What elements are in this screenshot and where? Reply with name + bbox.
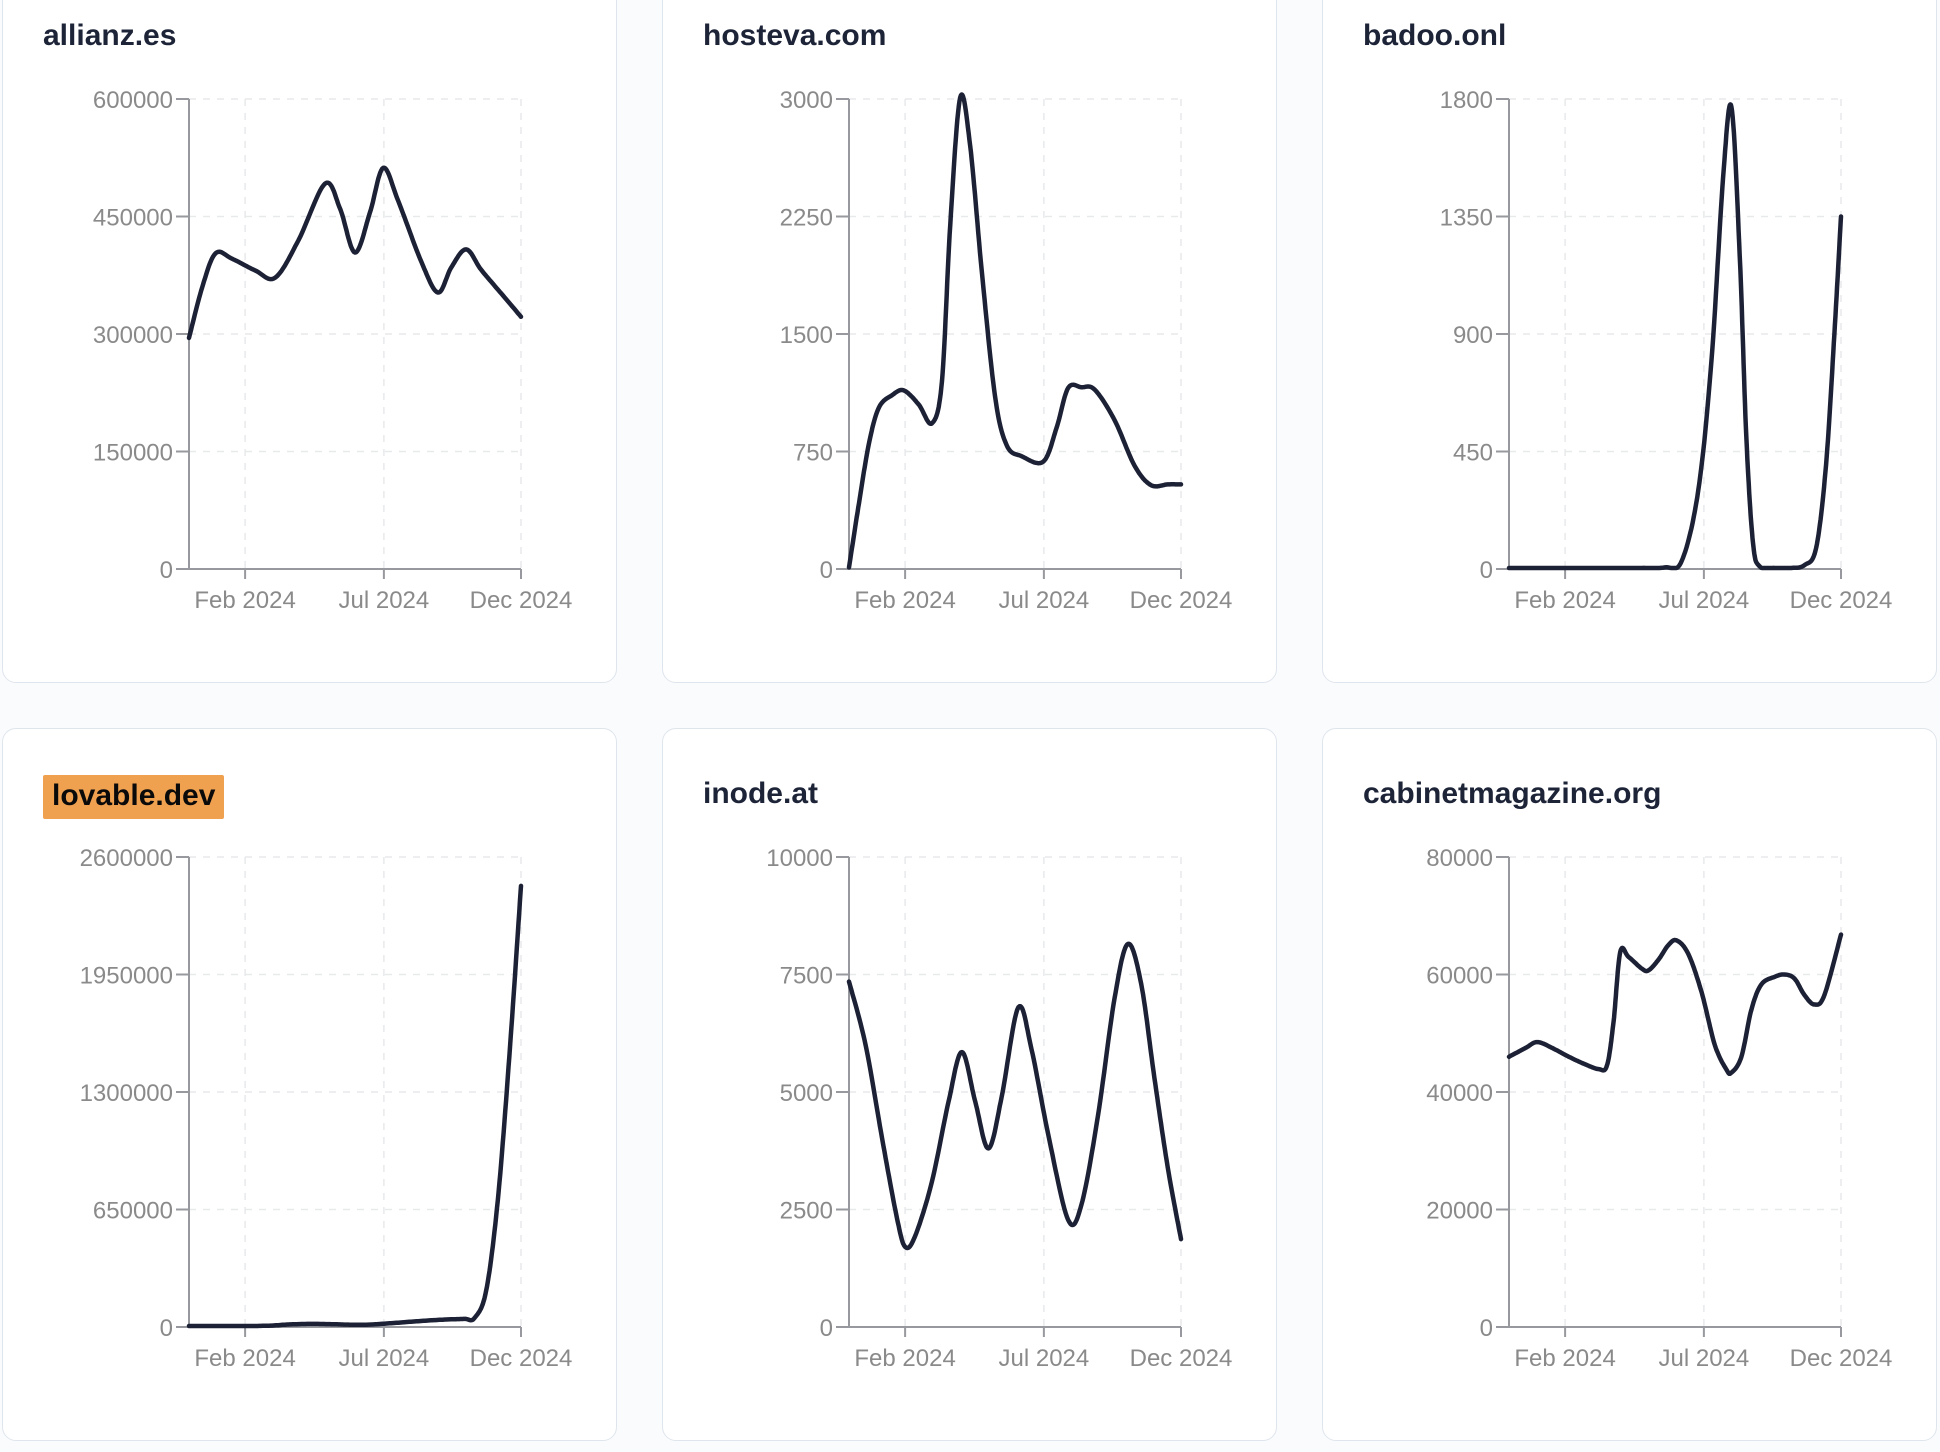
chart-card-hosteva-com: hosteva.com 0 750 1500 2250 3000 Feb 2024 Jul … bbox=[662, 0, 1277, 683]
y-tick-label: 600000 bbox=[93, 87, 173, 114]
y-tick-label: 20000 bbox=[1426, 1198, 1493, 1225]
y-tick-label: 2500 bbox=[780, 1198, 833, 1225]
y-tick-label: 300000 bbox=[93, 322, 173, 349]
y-tick-label: 450 bbox=[1453, 440, 1493, 467]
traffic-line-chart: 0 650000 1300000 1950000 2600000 Feb 2024 Jul … bbox=[80, 845, 573, 1372]
y-tick-label: 2250 bbox=[780, 205, 833, 232]
x-tick-label: Dec 2024 bbox=[1790, 587, 1893, 614]
chart-title: hosteva.com bbox=[703, 19, 887, 52]
y-tick-label: 1500 bbox=[780, 322, 833, 349]
trend-line bbox=[1506, 932, 1844, 1077]
x-tick-label: Jul 2024 bbox=[339, 587, 430, 614]
x-tick-label: Feb 2024 bbox=[1514, 587, 1615, 614]
y-tick-label: 0 bbox=[160, 557, 173, 584]
chart-title-highlighted: lovable.dev bbox=[43, 775, 225, 819]
x-tick-label: Jul 2024 bbox=[1659, 587, 1750, 614]
y-tick-label: 60000 bbox=[1426, 963, 1493, 990]
chart-title-row: badoo.onl bbox=[1363, 17, 1506, 55]
x-tick-label: Feb 2024 bbox=[854, 587, 955, 614]
x-tick-label: Feb 2024 bbox=[1514, 1345, 1615, 1372]
y-tick-label: 5000 bbox=[780, 1080, 833, 1107]
chart-title-row: allianz.es bbox=[43, 17, 176, 55]
chart-card-inode-at: inode.at 0 2500 5000 7500 10000 Feb 2024 Jul 2… bbox=[662, 728, 1277, 1441]
x-tick-label: Dec 2024 bbox=[470, 1345, 573, 1372]
traffic-line-chart: 0 450 900 1350 1800 Feb 2024 Jul 2024 Dec 2024 bbox=[1440, 87, 1893, 614]
y-tick-label: 2600000 bbox=[80, 845, 173, 872]
x-tick-label: Dec 2024 bbox=[470, 587, 573, 614]
chart-title-row: cabinetmagazine.org bbox=[1363, 775, 1661, 813]
y-tick-label: 0 bbox=[820, 557, 833, 584]
chart-title: cabinetmagazine.org bbox=[1363, 777, 1662, 810]
y-tick-label: 40000 bbox=[1426, 1080, 1493, 1107]
trend-line bbox=[186, 883, 524, 1329]
chart-title-row: inode.at bbox=[703, 775, 818, 813]
traffic-line-chart: 0 20000 40000 60000 80000 Feb 2024 Jul 2024 Dec… bbox=[1426, 845, 1893, 1372]
x-tick-label: Jul 2024 bbox=[1659, 1345, 1750, 1372]
chart-card-badoo-onl: badoo.onl 0 450 900 1350 1800 Feb 2024 Jul 202… bbox=[1322, 0, 1937, 683]
x-tick-label: Jul 2024 bbox=[339, 1345, 430, 1372]
trend-line bbox=[846, 941, 1184, 1251]
y-tick-label: 7500 bbox=[780, 963, 833, 990]
chart-card-cabinetmagazine-org: cabinetmagazine.org 0 20000 40000 60000 8000… bbox=[1322, 728, 1937, 1441]
x-tick-label: Feb 2024 bbox=[854, 1345, 955, 1372]
y-tick-label: 900 bbox=[1453, 322, 1493, 349]
y-tick-label: 450000 bbox=[93, 205, 173, 232]
y-tick-label: 0 bbox=[160, 1315, 173, 1342]
y-tick-label: 3000 bbox=[780, 87, 833, 114]
chart-card-allianz-es: allianz.es 0 150000 300000 450000 600000 Feb … bbox=[2, 0, 617, 683]
y-tick-label: 0 bbox=[1480, 557, 1493, 584]
x-tick-label: Dec 2024 bbox=[1130, 1345, 1233, 1372]
x-tick-label: Feb 2024 bbox=[194, 587, 295, 614]
y-tick-label: 1950000 bbox=[80, 963, 173, 990]
y-tick-label: 0 bbox=[1480, 1315, 1493, 1342]
y-tick-label: 150000 bbox=[93, 440, 173, 467]
x-tick-label: Dec 2024 bbox=[1790, 1345, 1893, 1372]
chart-title: badoo.onl bbox=[1363, 19, 1507, 52]
x-tick-label: Jul 2024 bbox=[999, 587, 1090, 614]
x-tick-label: Dec 2024 bbox=[1130, 587, 1233, 614]
x-tick-label: Feb 2024 bbox=[194, 1345, 295, 1372]
y-tick-label: 10000 bbox=[766, 845, 833, 872]
y-tick-label: 0 bbox=[820, 1315, 833, 1342]
y-tick-label: 80000 bbox=[1426, 845, 1493, 872]
trend-line bbox=[1506, 102, 1844, 571]
traffic-line-chart: 0 2500 5000 7500 10000 Feb 2024 Jul 2024 Dec 20… bbox=[766, 845, 1233, 1372]
y-tick-label: 650000 bbox=[93, 1198, 173, 1225]
traffic-line-chart: 0 750 1500 2250 3000 Feb 2024 Jul 2024 Dec 2024 bbox=[780, 87, 1233, 614]
trend-line bbox=[186, 165, 524, 341]
chart-card-lovable-dev: lovable.dev 0 650000 1300000 1950000 2600000… bbox=[2, 728, 617, 1441]
y-tick-label: 1350 bbox=[1440, 205, 1493, 232]
trend-line bbox=[846, 92, 1184, 570]
chart-title: allianz.es bbox=[43, 19, 177, 52]
y-tick-label: 1300000 bbox=[80, 1080, 173, 1107]
chart-title: inode.at bbox=[703, 777, 819, 810]
y-tick-label: 750 bbox=[793, 440, 833, 467]
chart-title-row: hosteva.com bbox=[703, 17, 886, 55]
chart-title-row: lovable.dev bbox=[43, 775, 225, 819]
x-tick-label: Jul 2024 bbox=[999, 1345, 1090, 1372]
y-tick-label: 1800 bbox=[1440, 87, 1493, 114]
traffic-line-chart: 0 150000 300000 450000 600000 Feb 2024 Jul 202… bbox=[93, 87, 573, 614]
